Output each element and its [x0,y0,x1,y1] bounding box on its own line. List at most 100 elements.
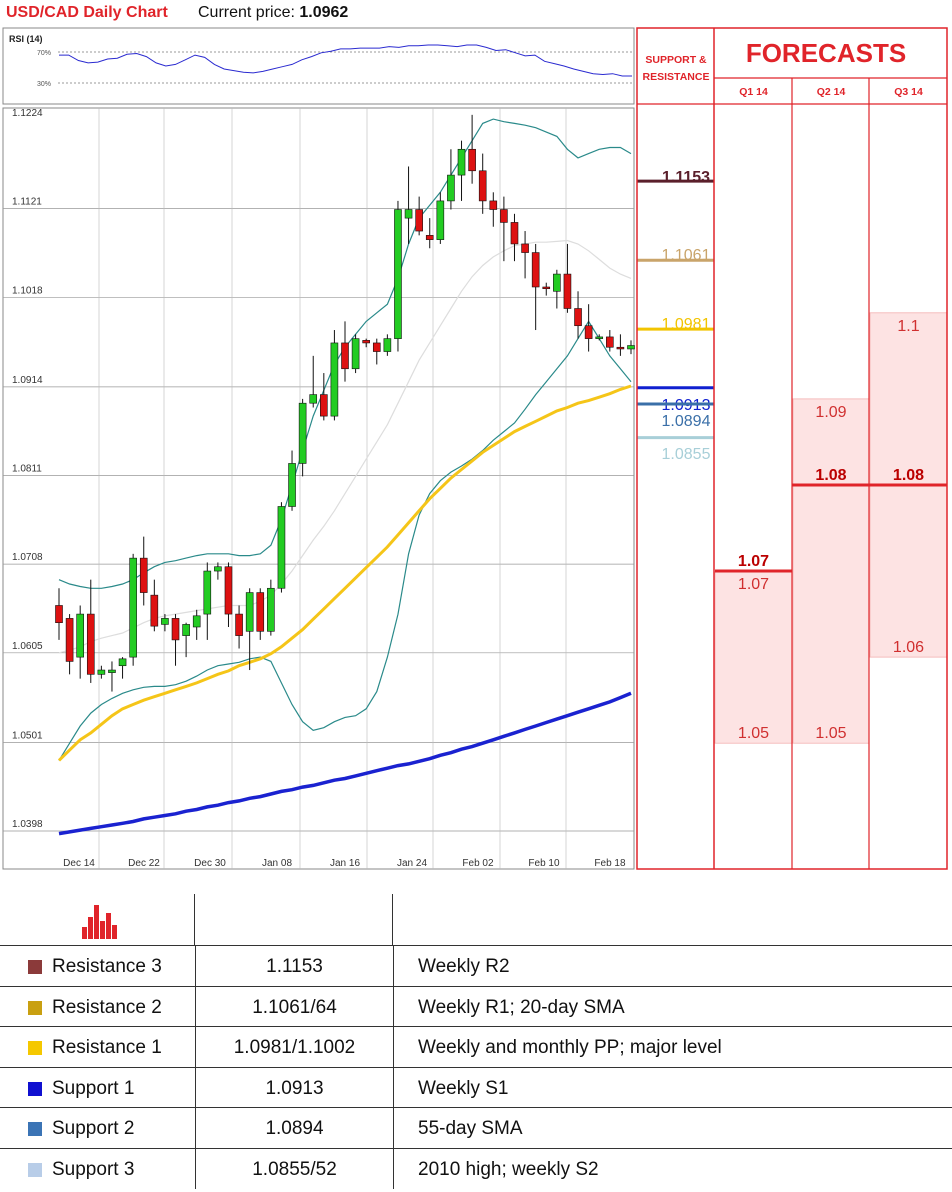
candle-bullish [108,661,116,692]
x-tick-label: Dec 14 [63,858,95,869]
candle-body [489,200,498,210]
forecast-range-label: 1.05 [738,725,769,742]
candle-body [256,592,265,632]
candle-body [383,338,392,352]
candle-bullish [277,502,286,593]
candle-body [277,506,286,589]
candle-bearish [500,196,508,262]
candle-bearish [563,243,572,313]
candle-bullish [161,614,169,632]
candle-body [447,174,455,202]
candle-bearish [521,231,529,279]
candle-bearish [531,243,540,331]
candle-body [521,243,529,253]
candle-body [55,605,63,623]
candle-bearish [478,153,487,214]
y-axis-tick-labels: 1.1224 1.1121 1.1018 1.0914 1.0811 1.0708 1.06… [12,108,43,830]
rsi-line [59,44,632,77]
support-resistance-table: Resistance 3 1.1153 Weekly R2 Resistance 2 1… [0,872,952,1192]
y-tick-label: 1.0501 [12,730,43,741]
candle-bearish [542,282,551,296]
candle-bearish [372,338,381,365]
level-name: Support 3 [52,1158,135,1180]
level-value: 1.0894 [195,1108,393,1148]
table-row: Resistance 3 1.1153 Weekly R2 [0,945,952,986]
candle-body [394,209,402,339]
candle-bearish [574,291,582,339]
candle-bearish [489,192,498,227]
candle-bullish [192,609,201,640]
current-price: Current price: 1.0962 [198,4,348,22]
candle-body [563,273,572,309]
y-tick-label: 1.1224 [12,108,43,119]
candle-bullish [309,355,318,408]
candle-body [288,463,296,507]
forecast-range-label: 1.07 [738,576,769,593]
level-note: Weekly and monthly PP; major level [393,1027,952,1067]
rsi-panel: RSI (14) 70% 30% [2,27,635,105]
candle-body [595,336,604,339]
candle-body [542,286,551,290]
candle-body [468,148,476,172]
candle-body [267,587,275,632]
level-swatch [28,1041,42,1055]
candle-body [404,209,413,219]
candle-bullish [330,330,339,421]
candle-bullish [627,340,635,355]
candle-bearish [235,605,243,649]
gridlines [3,108,634,869]
y-tick-label: 1.0708 [12,552,43,563]
candle-body [224,566,233,615]
candle-body [351,338,360,370]
current-price-label: Current price: [198,4,300,21]
forecast-median-label: 1.08 [815,467,846,484]
candle-bearish [606,330,614,352]
candle-body [415,209,423,232]
rsi-level-70: 70% [37,50,51,57]
level-name-cell: Support 2 [0,1108,194,1148]
candle-bullish [245,588,254,671]
sma-55-line [57,384,632,762]
level-swatch [28,1122,42,1136]
candle-body [425,235,434,240]
y-tick-label: 1.1018 [12,285,43,296]
bar-chart-icon [82,905,117,939]
y-tick-label: 1.0811 [12,464,42,475]
candle-body [584,325,593,339]
candle-bullish [97,665,106,679]
level-value: 1.0981/1.1002 [195,1027,393,1067]
candle-bearish [86,579,95,683]
candle-bullish [267,579,275,636]
table-row: Support 3 1.0855/52 2010 high; weekly S2 [0,1147,952,1189]
candle-body [616,346,625,350]
candle-body [553,273,561,292]
candle-bullish [595,334,604,341]
candle-bearish [139,536,148,606]
table-header-row [0,872,952,945]
candle-bullish [203,562,212,640]
candle-body [150,594,159,627]
table-row: Resistance 2 1.1061/64 Weekly R1; 20-day S… [0,985,952,1027]
price-chart: RSI (14) 70% 30% 1.12241.11211.10181.091… [2,27,948,870]
x-tick-label: Dec 22 [128,858,160,869]
level-swatch [28,1000,42,1015]
sr-level-label: 1.0855 [662,446,711,463]
level-note: Weekly R1; 20-day SMA [393,986,952,1027]
level-value: 1.1061/64 [195,986,393,1027]
candle-bearish [65,614,74,675]
candle-body [203,570,212,615]
candle-bearish [256,588,265,640]
forecast-range-label: 1.09 [815,404,846,421]
forecast-band [792,398,870,744]
candle-bullish [182,622,190,658]
forecast-median-label: 1.07 [738,553,769,570]
candle-body [372,342,381,352]
candle-body [65,618,74,662]
level-name: Support 2 [52,1118,135,1139]
candle-bullish [288,450,296,511]
forecast-value-labels: 1.07 1.07 1.05 1.08 1.09 1.05 1.08 1.1 1.06 [738,318,924,742]
bollinger-lower-line [58,320,632,761]
candle-body [298,402,307,464]
